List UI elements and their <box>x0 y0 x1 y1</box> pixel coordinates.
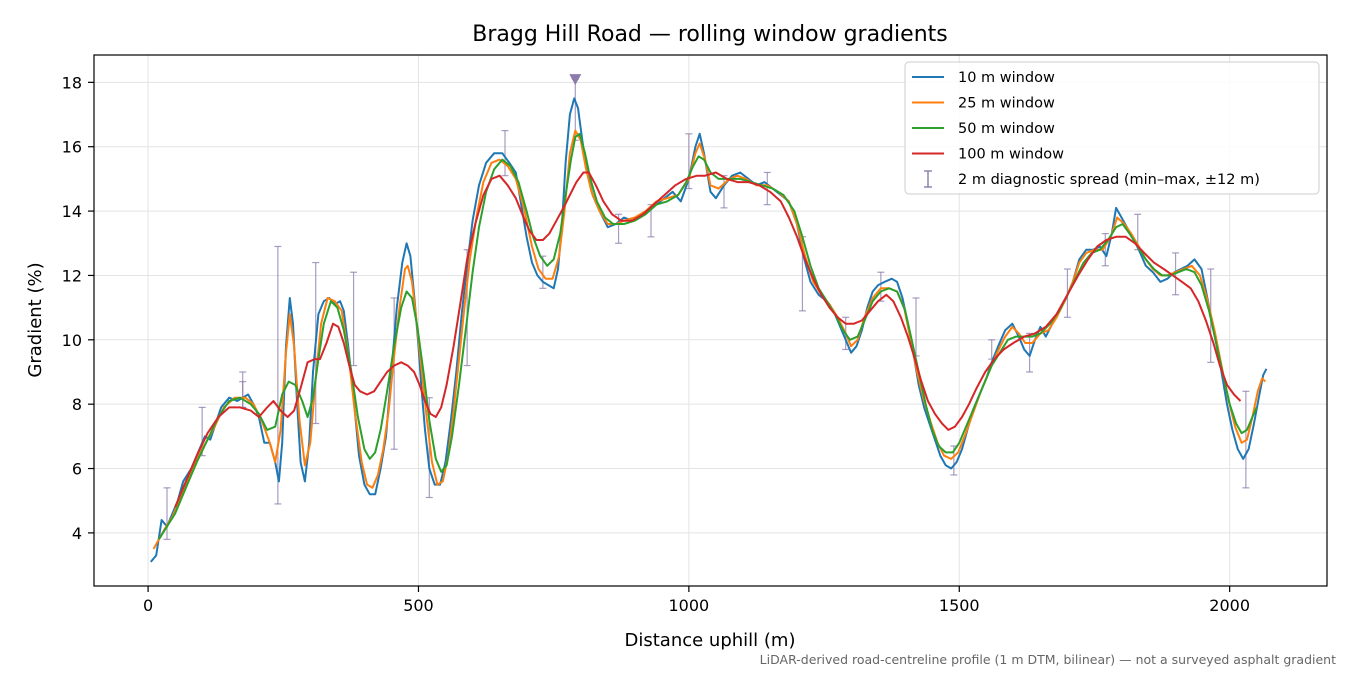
peak-marker <box>569 74 582 86</box>
legend-label: 25 m window <box>958 96 1055 112</box>
y-tick-label: 14 <box>62 202 82 221</box>
spread-errorbar <box>274 245 282 505</box>
series-line-2 <box>158 132 1258 540</box>
legend: 10 m window 25 m window 50 m window 100 m w… <box>904 61 1320 195</box>
y-tick-label: 16 <box>62 138 82 157</box>
legend-entry: 10 m window <box>912 70 1055 86</box>
y-tick-label: 10 <box>62 331 82 350</box>
y-tick-label: 18 <box>62 73 82 92</box>
spread-errorbar <box>763 171 771 206</box>
legend-label: 2 m diagnostic spread (min–max, ±12 m) <box>958 172 1260 188</box>
y-axis-label: Gradient (%) <box>25 262 46 377</box>
legend-box <box>904 61 1320 195</box>
x-tick-label: 500 <box>403 596 434 615</box>
x-tick-label: 0 <box>143 596 153 615</box>
y-axis-ticks: 4 6 8 10 12 14 16 18 <box>62 73 94 543</box>
x-axis-ticks: 0 500 1000 1500 2000 <box>143 586 1250 615</box>
x-axis-label: Distance uphill (m) <box>625 630 796 651</box>
y-tick-label: 12 <box>62 266 82 285</box>
spread-errorbar <box>239 371 247 408</box>
x-tick-label: 1500 <box>939 596 980 615</box>
axes-frame <box>93 54 1328 587</box>
legend-label: 50 m window <box>958 121 1055 137</box>
legend-entry: 50 m window <box>912 121 1055 137</box>
chart-title: Bragg Hill Road — rolling window gradien… <box>472 22 947 47</box>
footnote: LiDAR-derived road-centreline profile (1… <box>760 652 1336 667</box>
legend-entry: 25 m window <box>912 96 1055 112</box>
y-tick-label: 4 <box>72 524 82 543</box>
y-tick-label: 8 <box>72 395 82 414</box>
legend-entry: 100 m window <box>912 147 1064 163</box>
legend-entry: 2 m diagnostic spread (min–max, ±12 m) <box>924 170 1260 188</box>
x-tick-label: 1000 <box>669 596 710 615</box>
spread-errorbar <box>501 130 509 177</box>
spread-errorbar <box>390 297 398 450</box>
spread-errorbar <box>163 487 171 540</box>
plot-area <box>150 74 1268 563</box>
legend-label: 10 m window <box>958 70 1055 86</box>
y-tick-label: 6 <box>72 460 82 479</box>
spread-errorbar <box>350 271 358 367</box>
x-tick-label: 2000 <box>1209 596 1250 615</box>
legend-label: 100 m window <box>958 147 1064 163</box>
spread-errorbar <box>1101 233 1109 267</box>
series-line-3 <box>174 171 1242 508</box>
